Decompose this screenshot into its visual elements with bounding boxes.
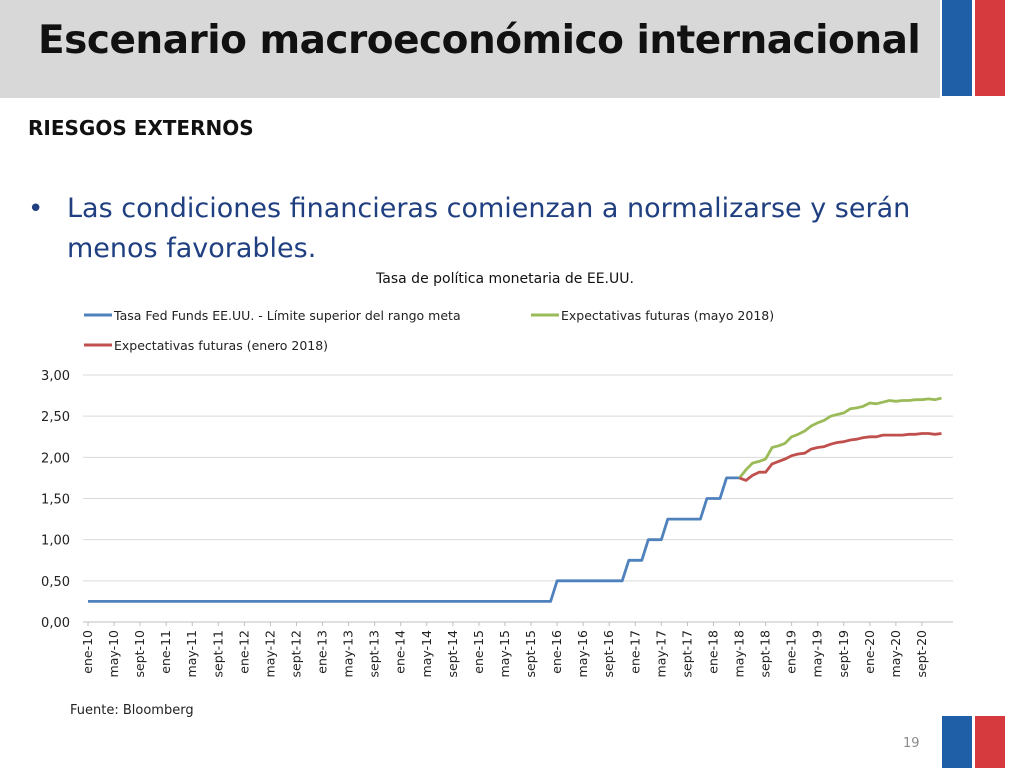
x-tick-label: may-16: [575, 630, 590, 677]
y-tick-label: 2,00: [41, 451, 70, 466]
section-title: RIESGOS EXTERNOS: [28, 116, 254, 140]
slide-title: Escenario macroeconómico internacional: [38, 18, 921, 63]
y-tick-label: 2,50: [41, 410, 70, 425]
chart-title: Tasa de política monetaria de EE.UU.: [375, 271, 634, 287]
flag-stripe-red-bottom: [975, 716, 1005, 768]
source-note: Fuente: Bloomberg: [70, 703, 194, 718]
x-tick-label: ene-10: [80, 630, 95, 674]
x-tick-label: ene-20: [862, 630, 877, 674]
x-tick-label: may-10: [106, 630, 121, 677]
x-tick-label: sept-12: [288, 630, 303, 677]
title-bar: [0, 0, 940, 98]
bullet-text: Las condiciones financieras comienzan a …: [67, 193, 911, 264]
x-tick-label: sept-15: [523, 630, 538, 677]
legend-label-2: Expectativas futuras (enero 2018): [114, 338, 328, 353]
legend-label-1: Expectativas futuras (mayo 2018): [561, 308, 774, 323]
y-tick-label: 3,00: [41, 369, 70, 384]
x-tick-label: may-20: [888, 630, 903, 677]
x-tick-label: may-17: [653, 630, 668, 677]
page-number: 19: [903, 736, 920, 751]
x-tick-label: sept-13: [367, 630, 382, 677]
flag-stripe-blue-bottom: [942, 716, 972, 768]
x-tick-label: may-11: [184, 630, 199, 677]
x-tick-label: sept-16: [601, 630, 616, 678]
x-tick-label: sept-18: [758, 630, 773, 678]
x-tick-label: sept-19: [836, 630, 851, 678]
x-tick-label: ene-13: [315, 630, 330, 674]
x-tick-label: may-18: [732, 630, 747, 677]
x-tick-label: ene-18: [705, 630, 720, 674]
x-tick-label: may-14: [419, 630, 434, 677]
x-tick-label: ene-11: [158, 630, 173, 674]
x-tick-label: ene-15: [471, 630, 486, 674]
flag-stripe-red-top: [975, 0, 1005, 96]
y-tick-label: 1,50: [41, 493, 70, 508]
y-tick-label: 0,00: [41, 616, 70, 631]
x-tick-label: sept-17: [679, 630, 694, 677]
x-tick-label: sept-20: [914, 630, 929, 678]
flag-stripe-blue-top: [942, 0, 972, 96]
bullet-icon: •: [28, 194, 44, 224]
x-tick-label: sept-14: [445, 630, 460, 678]
x-tick-label: may-13: [341, 630, 356, 677]
legend-label-0: Tasa Fed Funds EE.UU. - Límite superior …: [113, 308, 461, 323]
x-tick-label: may-15: [497, 630, 512, 677]
x-tick-label: may-19: [810, 630, 825, 677]
x-tick-label: ene-19: [784, 630, 799, 674]
x-tick-label: sept-10: [132, 630, 147, 678]
x-tick-label: ene-12: [236, 630, 251, 674]
y-tick-label: 0,50: [41, 575, 70, 590]
x-tick-label: ene-16: [549, 630, 564, 674]
x-tick-label: ene-14: [393, 630, 408, 674]
x-tick-label: sept-11: [210, 630, 225, 677]
x-tick-label: ene-17: [627, 630, 642, 674]
series-line-0: [88, 476, 740, 603]
series-line-1: [738, 396, 942, 479]
y-tick-label: 1,00: [41, 534, 70, 549]
x-tick-label: may-12: [262, 630, 277, 677]
series-line-2: [738, 432, 942, 482]
